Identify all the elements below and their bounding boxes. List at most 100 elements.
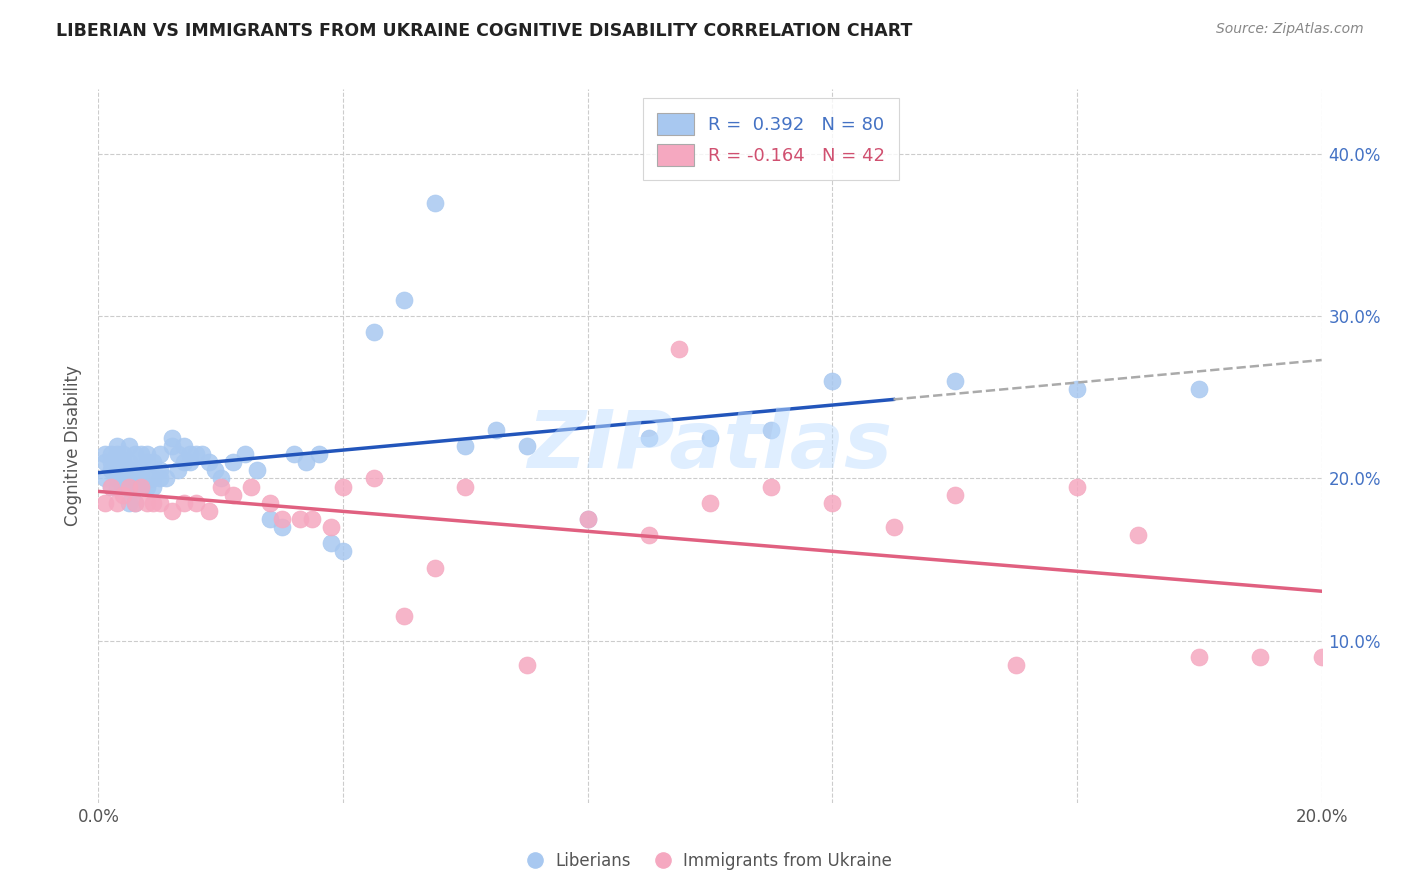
Legend: Liberians, Immigrants from Ukraine: Liberians, Immigrants from Ukraine <box>522 846 898 877</box>
Point <box>699 496 721 510</box>
Point <box>93 455 115 469</box>
Point <box>1066 382 1088 396</box>
Point <box>142 471 165 485</box>
Point <box>668 342 690 356</box>
Point <box>186 496 208 510</box>
Point <box>118 479 141 493</box>
Point <box>759 479 782 493</box>
Point <box>332 544 354 558</box>
Point <box>118 479 141 493</box>
Point <box>111 463 134 477</box>
Point <box>821 374 844 388</box>
Point <box>136 496 159 510</box>
Point <box>943 488 966 502</box>
Point <box>124 471 146 485</box>
Point <box>142 455 165 469</box>
Point <box>136 471 159 485</box>
Point <box>319 520 342 534</box>
Point <box>149 496 172 510</box>
Text: ZIPatlas: ZIPatlas <box>527 407 893 485</box>
Point <box>129 471 152 485</box>
Point <box>295 455 318 469</box>
Point <box>363 471 385 485</box>
Point <box>149 447 172 461</box>
Point <box>197 455 219 469</box>
Point <box>290 512 312 526</box>
Point <box>118 439 141 453</box>
Point <box>160 431 183 445</box>
Point <box>105 471 128 485</box>
Point <box>301 512 323 526</box>
Point <box>209 479 232 493</box>
Point <box>1188 649 1211 664</box>
Point <box>129 463 152 477</box>
Point <box>308 447 330 461</box>
Point <box>233 447 256 461</box>
Point <box>516 439 538 453</box>
Point <box>129 479 152 493</box>
Point <box>118 496 141 510</box>
Point <box>759 423 782 437</box>
Point <box>246 463 269 477</box>
Point <box>1188 382 1211 396</box>
Point <box>270 520 292 534</box>
Point <box>363 326 385 340</box>
Point <box>179 455 201 469</box>
Point <box>105 479 128 493</box>
Point <box>136 479 159 493</box>
Point <box>124 479 146 493</box>
Point <box>149 471 172 485</box>
Point <box>124 447 146 461</box>
Point <box>100 455 122 469</box>
Point <box>111 455 134 469</box>
Point <box>105 439 128 453</box>
Point <box>167 447 190 461</box>
Point <box>209 471 232 485</box>
Point <box>1310 649 1333 664</box>
Point <box>179 447 201 461</box>
Text: Source: ZipAtlas.com: Source: ZipAtlas.com <box>1216 22 1364 37</box>
Point <box>160 504 183 518</box>
Point <box>124 463 146 477</box>
Point <box>1128 528 1150 542</box>
Point <box>423 195 446 210</box>
Point <box>118 463 141 477</box>
Point <box>118 471 141 485</box>
Point <box>392 609 416 624</box>
Point <box>191 447 214 461</box>
Point <box>129 447 152 461</box>
Point <box>93 471 115 485</box>
Point <box>821 496 844 510</box>
Point <box>142 479 165 493</box>
Point <box>100 479 122 493</box>
Point <box>111 471 134 485</box>
Point <box>576 512 599 526</box>
Point <box>105 447 128 461</box>
Point <box>129 479 152 493</box>
Point <box>485 423 508 437</box>
Point <box>173 439 195 453</box>
Point <box>332 479 354 493</box>
Point <box>1066 479 1088 493</box>
Point <box>142 496 165 510</box>
Point <box>454 479 477 493</box>
Point <box>576 512 599 526</box>
Point <box>240 479 263 493</box>
Point <box>1249 649 1271 664</box>
Point <box>160 439 183 453</box>
Point <box>149 463 172 477</box>
Point <box>155 471 177 485</box>
Point <box>100 479 122 493</box>
Point <box>111 479 134 493</box>
Point <box>100 463 122 477</box>
Point <box>124 496 146 510</box>
Point <box>197 504 219 518</box>
Point <box>136 455 159 469</box>
Point <box>637 431 661 445</box>
Point <box>943 374 966 388</box>
Point <box>124 496 146 510</box>
Point <box>186 447 208 461</box>
Point <box>222 488 245 502</box>
Point <box>204 463 226 477</box>
Point <box>423 560 446 574</box>
